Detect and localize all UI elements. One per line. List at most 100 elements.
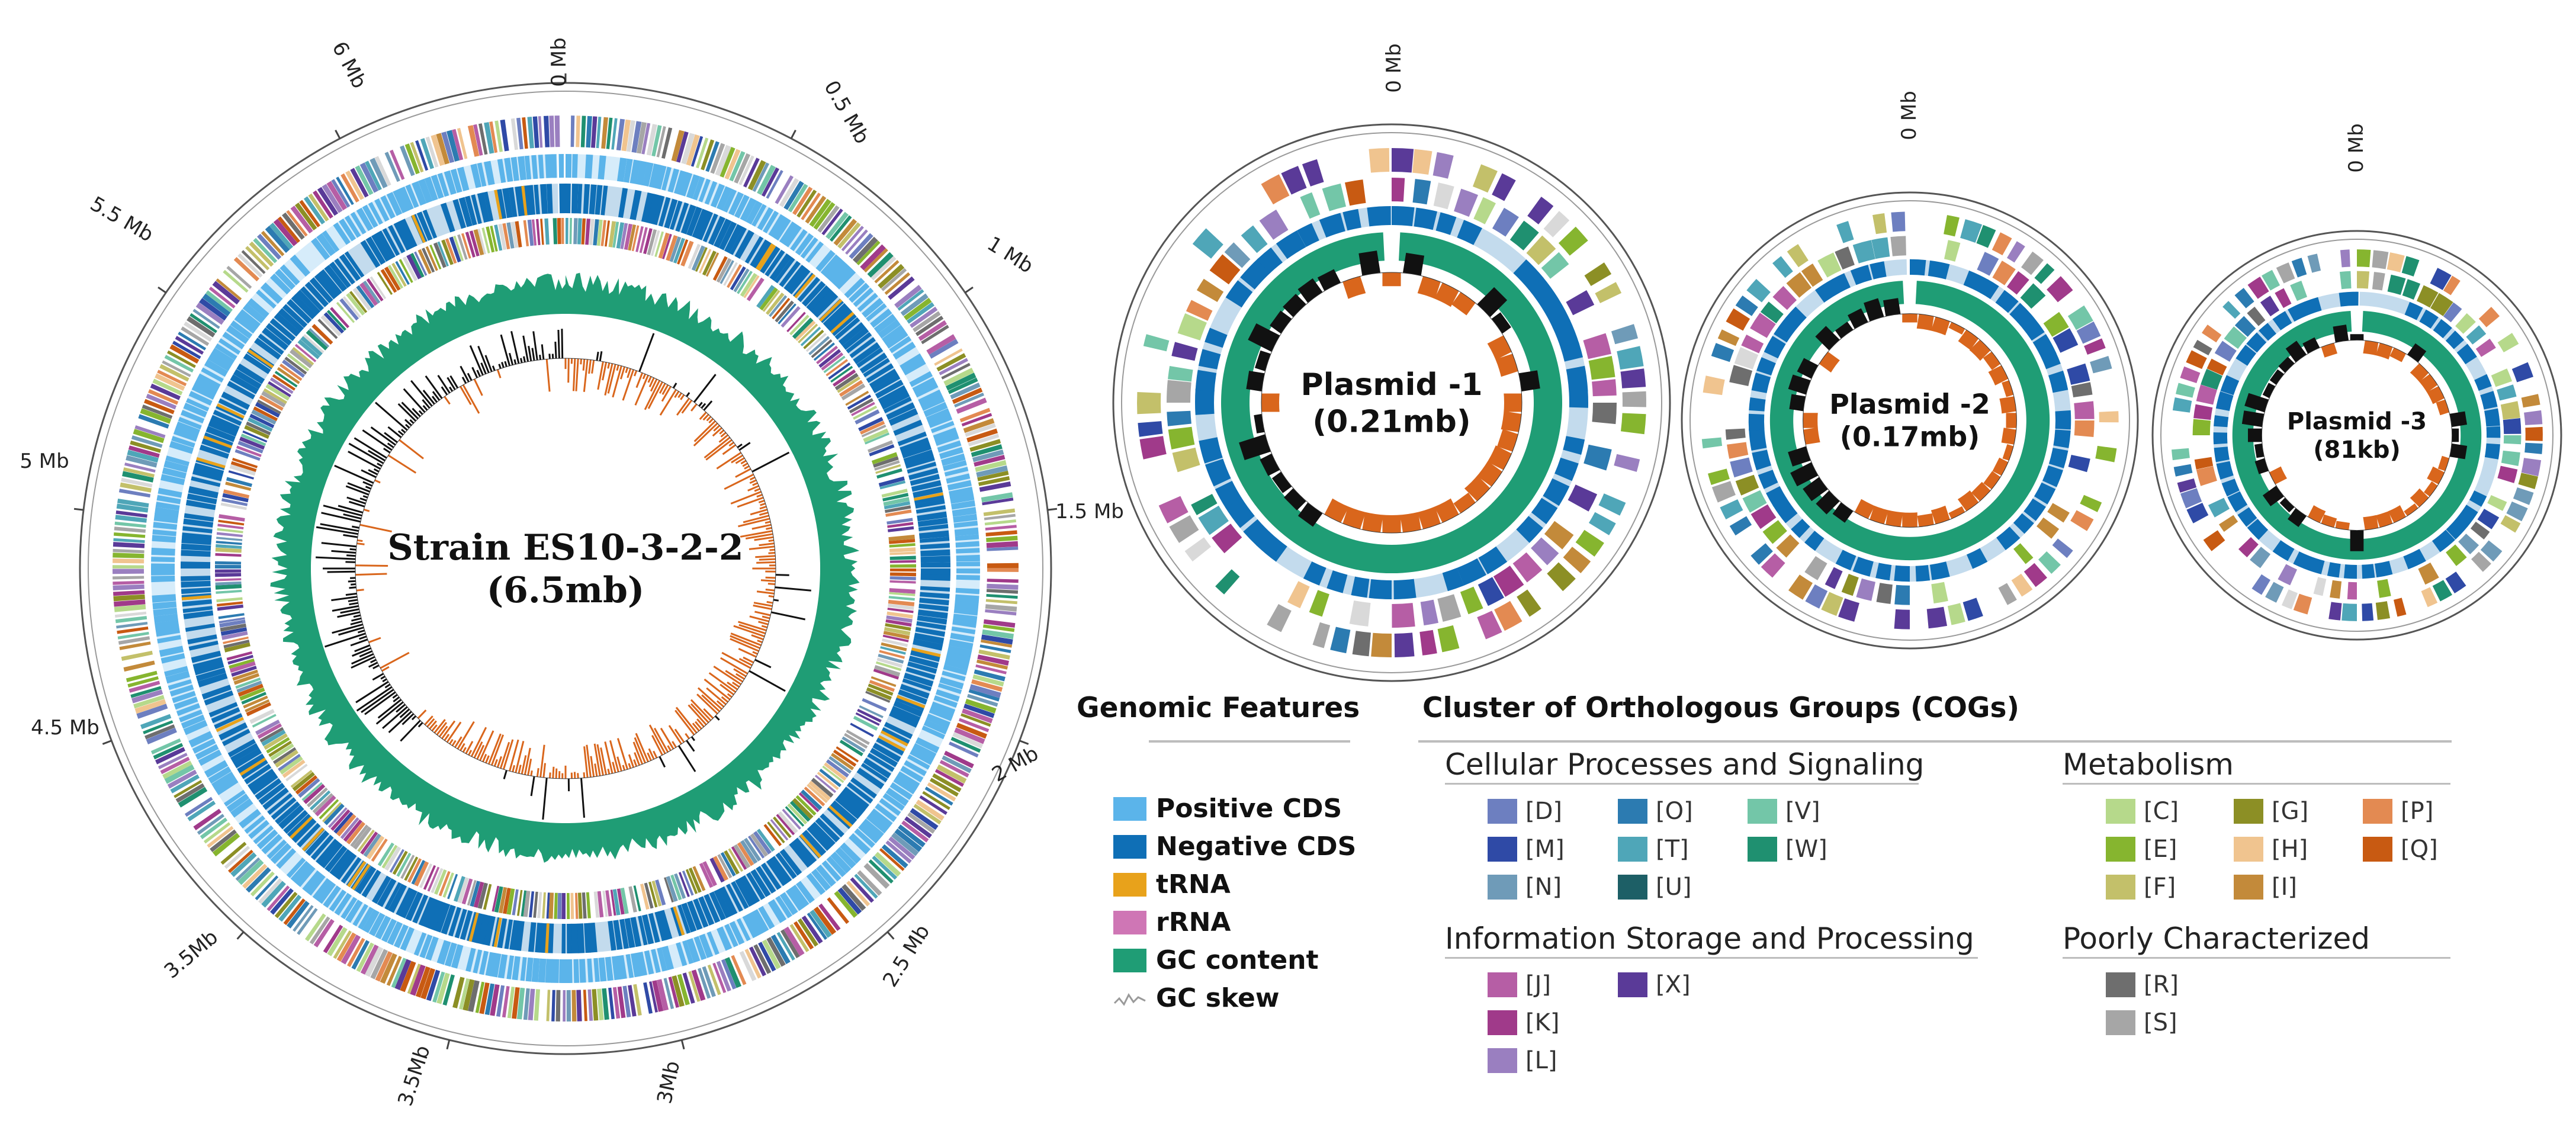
cog-code: [V] bbox=[1785, 798, 1820, 825]
gc-skew-mark bbox=[2241, 410, 2265, 428]
cog-track-inner bbox=[624, 223, 633, 250]
gc-skew-mark bbox=[711, 664, 742, 685]
plasmid-cds-track bbox=[1766, 486, 1787, 507]
positive-cds-track bbox=[918, 389, 943, 406]
cog-track-inner bbox=[427, 866, 440, 892]
gc-skew-mark bbox=[561, 329, 564, 359]
cog-track-outer bbox=[410, 964, 426, 996]
cog-track-inner bbox=[220, 502, 247, 510]
gc-skew-mark bbox=[334, 464, 374, 484]
cog-track-outer bbox=[261, 881, 286, 908]
cog-track-outer bbox=[958, 718, 990, 733]
positive-cds-track bbox=[951, 500, 975, 510]
cog-track-inner bbox=[490, 226, 498, 252]
gc-skew-mark bbox=[756, 493, 763, 498]
negative-cds-track bbox=[227, 381, 255, 400]
positive-cds-track bbox=[151, 547, 175, 556]
gc-skew-mark bbox=[701, 403, 706, 409]
cog-track-inner bbox=[311, 324, 333, 345]
cog-track-inner bbox=[510, 221, 519, 248]
cog-track-outer bbox=[134, 699, 166, 714]
plasmid-cog-outer bbox=[1703, 375, 1725, 396]
cog-track-outer bbox=[969, 439, 1001, 452]
gc-skew-mark bbox=[2387, 503, 2407, 523]
cog-track-inner bbox=[888, 596, 915, 601]
cog-track-outer bbox=[117, 627, 149, 634]
gc-skew-mark bbox=[730, 635, 761, 649]
cog-track-inner bbox=[216, 544, 242, 549]
positive-cds-track bbox=[849, 833, 871, 855]
cog-track-inner bbox=[272, 374, 295, 391]
cog-track-inner bbox=[232, 669, 258, 681]
cog-track-outer bbox=[924, 786, 953, 806]
cog-track-inner bbox=[346, 821, 365, 844]
negative-cds-track bbox=[181, 576, 211, 582]
cog-track-inner bbox=[818, 349, 841, 368]
cog-track-inner bbox=[837, 376, 860, 393]
gc-skew-mark bbox=[708, 418, 714, 423]
gc-skew-mark bbox=[409, 419, 415, 424]
cog-track-inner bbox=[674, 873, 686, 899]
cog-track-inner bbox=[876, 468, 902, 479]
positive-cds-track bbox=[157, 635, 181, 644]
positive-cds-track bbox=[779, 221, 799, 246]
plasmid-cds-track bbox=[2419, 309, 2439, 329]
cog-track-outer bbox=[972, 674, 1004, 687]
cog-track-inner bbox=[217, 528, 243, 534]
positive-cds-track bbox=[329, 889, 346, 912]
plasmid-cog-outer bbox=[2047, 276, 2073, 303]
cog-track-outer bbox=[833, 219, 857, 246]
cog-track-inner bbox=[517, 889, 523, 916]
cog-track-outer bbox=[114, 604, 146, 612]
cog-track-inner bbox=[731, 846, 747, 870]
negative-cds-track bbox=[729, 227, 747, 255]
cog-track-inner bbox=[839, 380, 863, 397]
cog-track-outer bbox=[126, 670, 158, 682]
cog-track-outer bbox=[967, 693, 998, 707]
negative-cds-track bbox=[211, 707, 240, 724]
positive-cds-track bbox=[885, 788, 909, 807]
negative-cds-track bbox=[244, 764, 272, 785]
cog-track-outer bbox=[829, 215, 852, 242]
cog-track-outer bbox=[341, 173, 359, 203]
cog-track-outer bbox=[142, 404, 173, 419]
gc-skew-baseline bbox=[355, 358, 776, 779]
cog-track-outer bbox=[729, 151, 746, 182]
gc-skew-mark bbox=[490, 728, 506, 766]
cog-track-inner bbox=[330, 809, 351, 831]
plasmid-cds-track bbox=[1752, 449, 1771, 471]
gc-skew-mark bbox=[635, 733, 649, 762]
positive-cds-track bbox=[657, 947, 667, 972]
tick-label: 1.5 Mb bbox=[1055, 500, 1124, 523]
positive-cds-track bbox=[933, 695, 958, 708]
negative-cds-track bbox=[766, 859, 787, 887]
cog-track-outer bbox=[965, 423, 996, 437]
cog-track-outer bbox=[977, 659, 1008, 670]
cog-track-outer bbox=[712, 962, 727, 993]
gc-skew-mark bbox=[2254, 458, 2269, 474]
gc-skew-mark bbox=[384, 683, 391, 689]
plasmid-cds-track bbox=[2213, 432, 2228, 445]
positive-cds-track bbox=[305, 872, 326, 896]
negative-cds-track bbox=[195, 667, 226, 682]
plasmid-cog-outer bbox=[2099, 411, 2119, 423]
cog-track-outer bbox=[350, 168, 369, 198]
positive-cds-track bbox=[153, 614, 178, 624]
cog-track-outer bbox=[155, 373, 185, 391]
cog-track-outer bbox=[927, 782, 956, 802]
plasmid-cds-track bbox=[1875, 563, 1892, 581]
gc-skew-mark bbox=[1816, 490, 1840, 515]
plasmid-cog-outer bbox=[2251, 574, 2270, 595]
positive-cds-track bbox=[322, 230, 340, 252]
cog-track-inner bbox=[246, 421, 271, 436]
gc-skew-mark bbox=[1815, 326, 1840, 351]
negative-cds-track bbox=[709, 891, 726, 921]
positive-cds-track bbox=[617, 158, 627, 182]
gc-skew-baseline bbox=[1803, 313, 2017, 528]
plasmid-cds-track bbox=[1205, 327, 1228, 348]
positive-cds-track bbox=[171, 436, 195, 448]
cog-track-outer bbox=[715, 144, 731, 176]
gc-skew-mark bbox=[762, 615, 770, 619]
negative-cds-track bbox=[883, 396, 912, 413]
negative-cds-track bbox=[181, 587, 211, 594]
